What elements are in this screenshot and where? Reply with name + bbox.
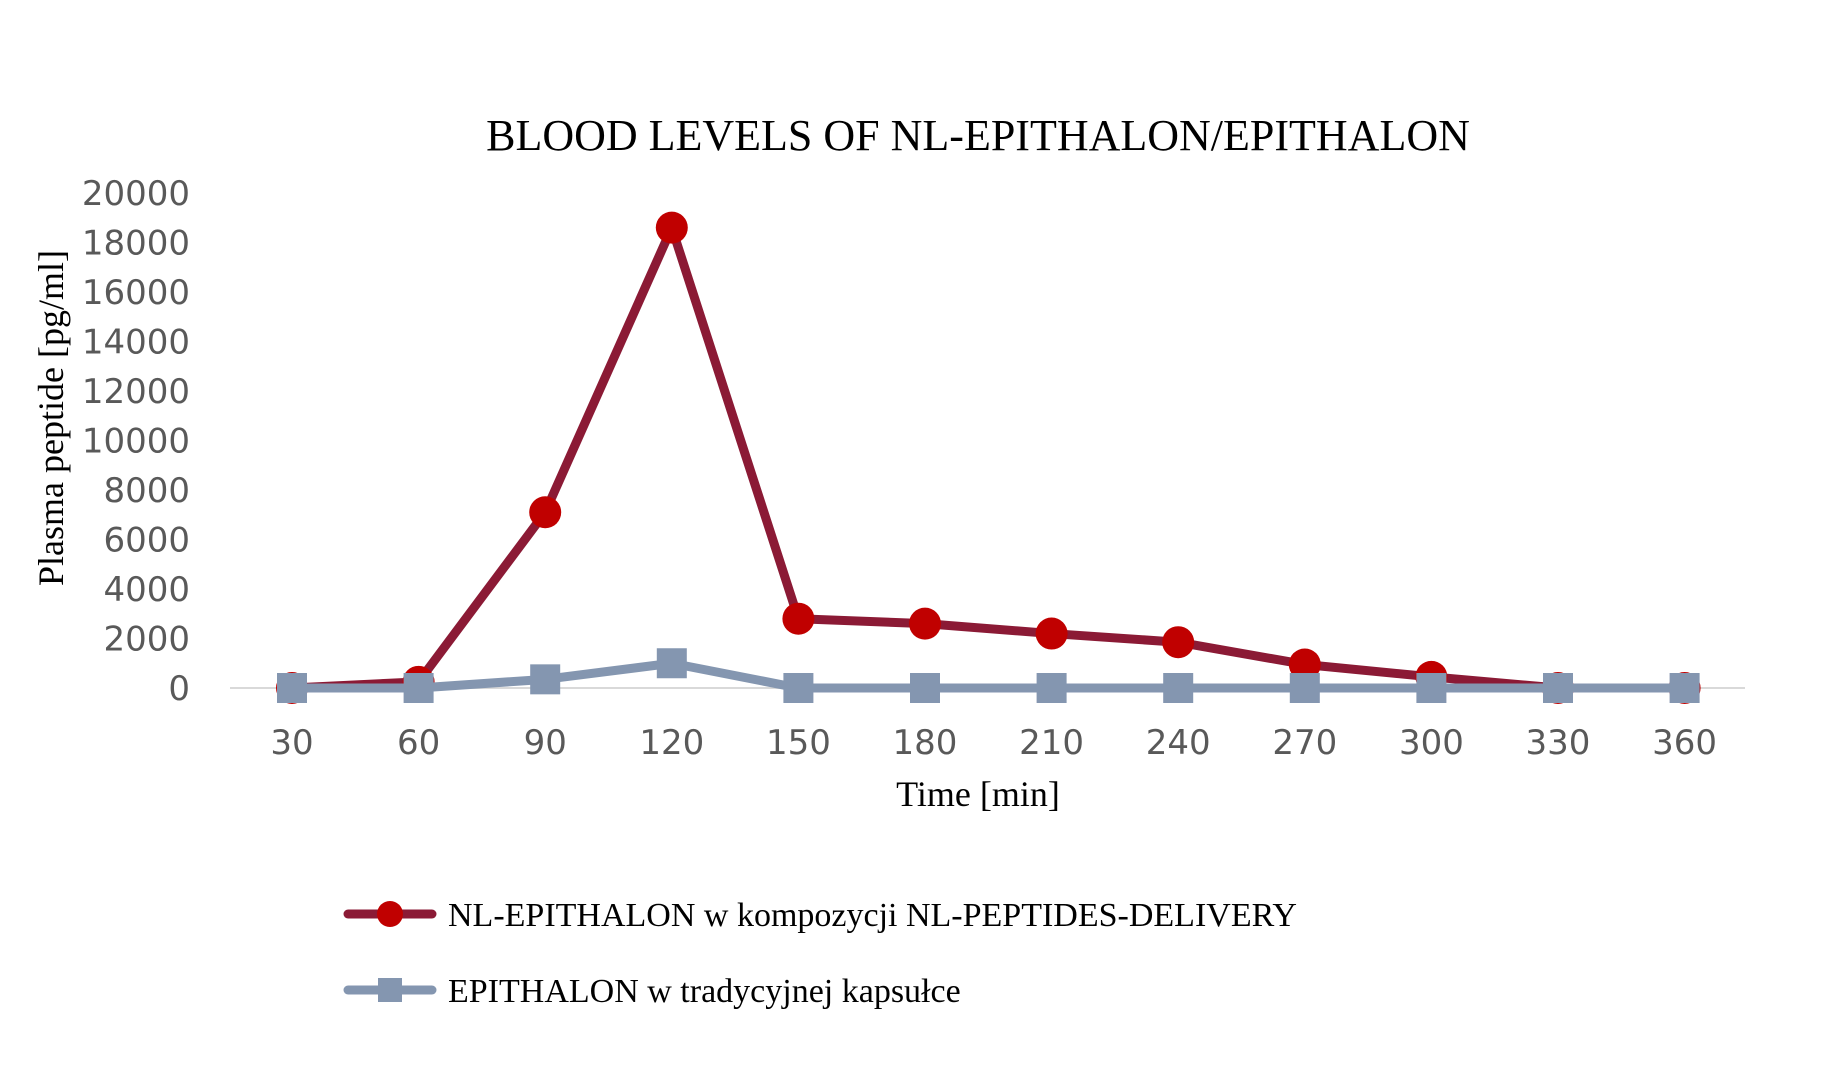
y-tick-label: 10000 [82, 422, 190, 462]
series-line [287, 658, 1690, 693]
y-tick-label: 0 [168, 669, 190, 709]
data-point [1035, 617, 1068, 650]
y-tick-label: 2000 [103, 620, 190, 660]
x-tick-label: 210 [1019, 723, 1084, 763]
data-point [656, 648, 687, 679]
y-tick-label: 18000 [82, 224, 190, 264]
data-point [1543, 673, 1573, 703]
x-tick-label: 270 [1272, 723, 1337, 763]
data-point [1288, 648, 1321, 681]
y-tick-label: 20000 [82, 174, 190, 214]
x-tick-label: 150 [766, 723, 831, 763]
x-tick-label: 90 [524, 723, 567, 763]
x-axis-title: Time [min] [896, 774, 1060, 814]
data-point [403, 673, 434, 703]
x-tick-label: 180 [893, 723, 958, 763]
y-tick-label: 14000 [82, 323, 190, 363]
legend-swatch-marker [378, 978, 402, 1002]
legend-label: NL-EPITHALON w kompozycji NL-PEPTIDES-DE… [448, 897, 1297, 934]
legend-item: EPITHALON w tradycyjnej kapsułce [343, 973, 961, 1010]
data-point [1669, 673, 1700, 703]
y-tick-label: 12000 [82, 372, 190, 412]
x-tick-label: 360 [1652, 723, 1717, 763]
legend-label: EPITHALON w tradycyjnej kapsułce [448, 973, 961, 1010]
x-tick-label: 120 [639, 723, 704, 763]
x-tick-label: 300 [1399, 723, 1464, 763]
series-layer [276, 211, 1701, 704]
data-point [782, 602, 815, 635]
x-axis-ticks: 30 60 90 120 150 180 210 240 270 300 330 360 [270, 723, 1717, 763]
y-tick-label: 6000 [103, 521, 190, 561]
x-tick-label: 60 [397, 723, 440, 763]
chart-title: BLOOD LEVELS OF NL-EPITHALON/EPITHALON [486, 111, 1470, 160]
data-point [1289, 673, 1320, 703]
legend-swatch-marker [377, 901, 403, 927]
y-axis-ticks: 0 2000 4000 6000 8000 10000 12000 14000 16000 180… [82, 174, 190, 709]
data-point [530, 664, 561, 695]
series-line [287, 223, 1690, 693]
data-point [910, 673, 940, 703]
legend: NL-EPITHALON w kompozycji NL-PEPTIDES-DE… [343, 897, 1297, 1010]
series-2 [277, 648, 1700, 703]
y-tick-label: 16000 [82, 273, 190, 313]
data-point [1163, 673, 1194, 703]
y-tick-label: 4000 [103, 570, 190, 610]
data-point [1416, 673, 1447, 703]
x-tick-label: 330 [1526, 723, 1591, 763]
data-point [1162, 626, 1195, 659]
y-tick-label: 8000 [103, 471, 190, 511]
data-point [529, 496, 562, 529]
data-point [655, 211, 688, 244]
data-point [909, 607, 941, 640]
legend-item: NL-EPITHALON w kompozycji NL-PEPTIDES-DE… [343, 897, 1297, 934]
y-axis-title: Plasma peptide [pg/ml] [31, 250, 71, 586]
data-point [277, 673, 307, 703]
series-1 [276, 211, 1701, 704]
x-tick-label: 30 [270, 723, 313, 763]
data-point [783, 673, 814, 703]
x-tick-label: 240 [1146, 723, 1211, 763]
data-point [1036, 673, 1067, 703]
